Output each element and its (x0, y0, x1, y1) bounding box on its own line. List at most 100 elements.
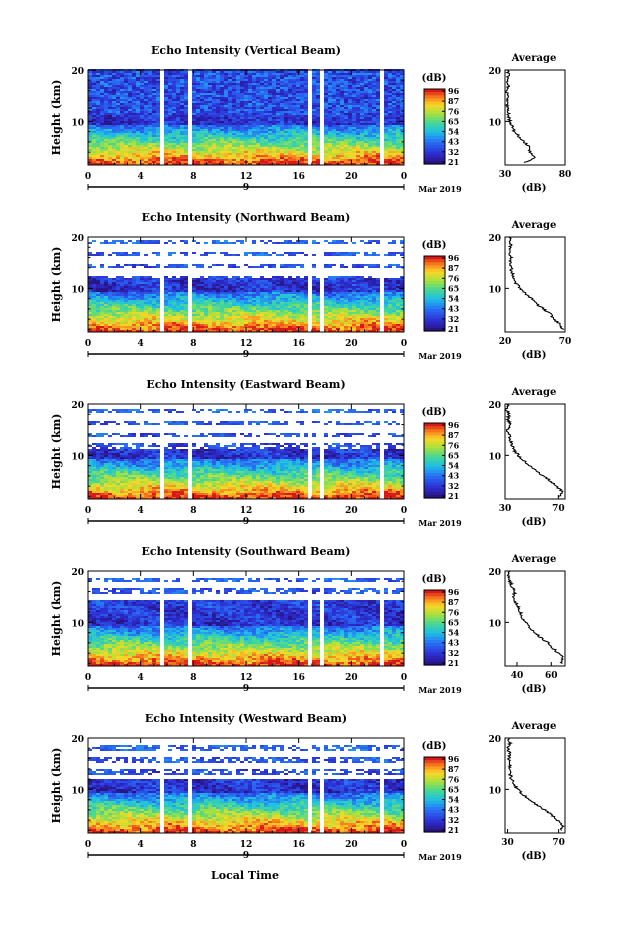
profile-y-tick-label: 10 (488, 452, 501, 462)
date-label: Mar 2019 (418, 852, 462, 862)
profile-title: Average (511, 387, 557, 398)
x-tick-label: 0 (401, 840, 407, 850)
x-tick-label: 0 (85, 506, 91, 516)
y-axis-label: Height (km) (50, 748, 63, 824)
profile-title: Average (511, 220, 557, 231)
panel-5: Echo Intensity (Westward Beam) 20 10 Height… (50, 712, 566, 862)
x-tick-label: 0 (401, 172, 407, 182)
x-tick-label: 0 (401, 673, 407, 683)
x-tick-label: 20 (345, 840, 358, 850)
colorbar-tick-label: 65 (448, 617, 459, 627)
x-tick-label: 0 (401, 339, 407, 349)
colorbar-frame (423, 88, 446, 165)
y-tick-label: 20 (71, 67, 84, 77)
colorbar-tick-label: 65 (448, 116, 459, 126)
colorbar (424, 423, 445, 499)
colorbar-frame (423, 255, 446, 332)
profile-x-tick-label: 40 (511, 671, 524, 681)
colorbar (424, 89, 445, 165)
x-tick-label: 4 (138, 506, 144, 516)
colorbar (424, 757, 445, 833)
colorbar-tick-label: 87 (448, 263, 459, 273)
panel-title: Echo Intensity (Vertical Beam) (151, 44, 341, 57)
x-tick-label: 0 (85, 840, 91, 850)
y-axis-label: Height (km) (50, 247, 63, 323)
x-tick-label: 8 (190, 506, 196, 516)
day-label: 9 (243, 183, 249, 193)
colorbar-tick-label: 54 (448, 127, 460, 137)
profile-line (507, 236, 565, 330)
colorbar-tick-label: 87 (448, 96, 459, 106)
profile-x-label: (dB) (522, 350, 547, 361)
panel-4: Echo Intensity (Southward Beam) 20 10 Heigh… (50, 545, 566, 695)
colorbar-tick-label: 32 (448, 147, 459, 157)
profile-line (506, 737, 565, 831)
colorbar-tick-label: 76 (448, 273, 460, 283)
date-label: Mar 2019 (418, 518, 462, 528)
x-tick-label: 16 (292, 172, 305, 182)
panel-title: Echo Intensity (Eastward Beam) (146, 378, 345, 391)
local-time-label: Local Time (211, 869, 279, 882)
profile-y-tick-label: 10 (488, 118, 501, 128)
date-label: Mar 2019 (418, 351, 462, 361)
profile-y-tick-label: 10 (488, 285, 501, 295)
x-tick-label: 8 (190, 172, 196, 182)
panel-title: Echo Intensity (Northward Beam) (142, 211, 351, 224)
colorbar-tick-label: 65 (448, 283, 459, 293)
profile-frame (504, 236, 566, 333)
colorbar-tick-label: 43 (448, 137, 460, 147)
colorbar-tick-label: 87 (448, 764, 459, 774)
profile-x-tick-label: 30 (501, 838, 514, 848)
profile-title: Average (511, 721, 557, 732)
heatmap (88, 409, 404, 499)
colorbar-tick-label: 43 (448, 471, 460, 481)
x-tick-label: 20 (345, 172, 358, 182)
colorbar-tick-label: 96 (448, 754, 460, 764)
x-tick-label: 0 (85, 172, 91, 182)
colorbar-tick-label: 32 (448, 648, 459, 658)
colorbar-tick-label: 76 (448, 106, 460, 116)
profile-title: Average (511, 53, 557, 64)
colorbar-frame (423, 589, 446, 666)
y-tick-label: 20 (71, 735, 84, 745)
x-tick-label: 4 (138, 840, 144, 850)
y-tick-label: 10 (71, 619, 84, 629)
profile-y-tick-label: 20 (488, 67, 501, 77)
x-tick-label: 4 (138, 673, 144, 683)
colorbar-tick-label: 54 (448, 795, 460, 805)
colorbar-tick-label: 54 (448, 628, 460, 638)
x-tick-label: 12 (240, 840, 253, 850)
x-tick-label: 20 (345, 339, 358, 349)
colorbar-tick-label: 76 (448, 607, 460, 617)
y-tick-label: 20 (71, 234, 84, 244)
heatmap (88, 240, 404, 332)
x-tick-label: 16 (292, 339, 305, 349)
day-label: 9 (243, 851, 249, 861)
day-label: 9 (243, 517, 249, 527)
colorbar-unit: (dB) (422, 574, 447, 585)
profile-frame (504, 69, 566, 166)
profile-x-tick-label: 30 (499, 504, 512, 514)
profile-x-tick-label: 70 (559, 337, 572, 347)
colorbar-tick-label: 32 (448, 815, 459, 825)
y-tick-label: 20 (71, 568, 84, 578)
x-tick-label: 12 (240, 506, 253, 516)
profile-x-tick-label: 30 (499, 170, 512, 180)
colorbar-tick-label: 43 (448, 638, 460, 648)
colorbar-tick-label: 87 (448, 597, 459, 607)
profile-x-tick-label: 20 (499, 337, 512, 347)
profile-title: Average (511, 554, 557, 565)
colorbar-tick-label: 96 (448, 587, 460, 597)
date-label: Mar 2019 (418, 685, 462, 695)
x-tick-label: 20 (345, 506, 358, 516)
profile-x-tick-label: 80 (559, 170, 572, 180)
x-tick-label: 8 (190, 339, 196, 349)
profile-x-tick-label: 70 (552, 838, 565, 848)
y-tick-label: 10 (71, 786, 84, 796)
colorbar-tick-label: 32 (448, 314, 459, 324)
x-tick-label: 12 (240, 172, 253, 182)
colorbar-tick-label: 65 (448, 784, 459, 794)
colorbar (424, 590, 445, 666)
profile-x-label: (dB) (522, 684, 547, 695)
profile-x-label: (dB) (522, 851, 547, 862)
